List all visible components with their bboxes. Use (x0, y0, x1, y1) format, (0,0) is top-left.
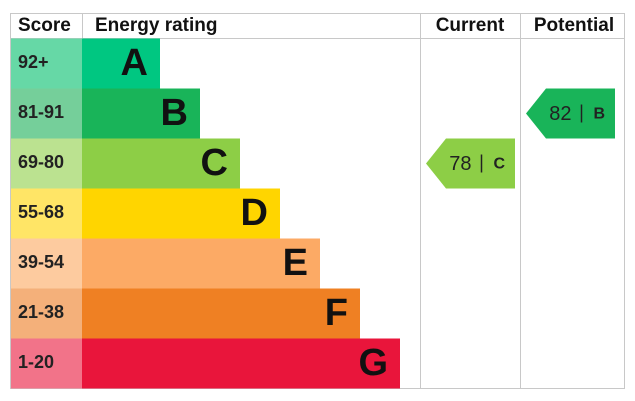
score-range: 55-68 (18, 202, 64, 222)
potential-arrow (526, 88, 615, 139)
rating-bar (82, 188, 280, 239)
header-potential: Potential (534, 15, 614, 36)
score-range: 39-54 (18, 252, 64, 272)
rating-letter: A (121, 42, 148, 84)
rating-letter: B (161, 92, 188, 134)
rating-letter: F (325, 292, 348, 334)
rating-letter: D (241, 192, 268, 234)
score-cell (11, 88, 82, 139)
rating-bar (82, 338, 400, 389)
potential-score: 82 (549, 103, 571, 125)
rating-letter: C (201, 142, 228, 184)
rating-bar (82, 288, 360, 339)
potential-rating: B (594, 106, 606, 123)
rating-bar (82, 88, 200, 139)
header-energy-rating: Energy rating (95, 15, 217, 36)
rating-letter: G (358, 342, 388, 384)
current-rating: C (494, 156, 506, 173)
score-range: 21-38 (18, 302, 64, 322)
score-range: 81-91 (18, 102, 64, 122)
score-cell (11, 138, 82, 189)
current-arrow (426, 138, 515, 189)
score-range: 1-20 (18, 352, 54, 372)
rating-bar (82, 238, 320, 289)
score-cell (11, 38, 82, 89)
score-cell (11, 238, 82, 289)
score-range: 69-80 (18, 152, 64, 172)
score-cell (11, 188, 82, 239)
header-score: Score (18, 15, 71, 36)
current-score: 78 (449, 153, 471, 175)
score-cell (11, 338, 82, 389)
header-current: Current (436, 15, 505, 36)
score-range: 92+ (18, 52, 49, 72)
score-cell (11, 288, 82, 339)
rating-bar (82, 38, 160, 89)
rating-bar (82, 138, 240, 189)
rating-letter: E (283, 242, 308, 284)
